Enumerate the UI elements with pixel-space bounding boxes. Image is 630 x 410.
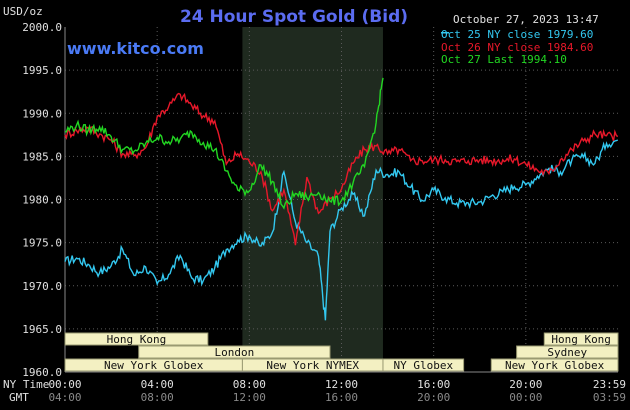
y-tick-label: 1980.0 xyxy=(22,194,62,207)
session-bar xyxy=(490,358,619,372)
x-label-gmt: GMT xyxy=(9,391,29,404)
x-tick-label-ny: 23:59 xyxy=(593,378,626,391)
x-tick-label-ny: 08:00 xyxy=(233,378,266,391)
x-tick-label-ny: 12:00 xyxy=(325,378,358,391)
x-tick-label-ny: 00:00 xyxy=(48,378,81,391)
x-tick-label-ny: 20:00 xyxy=(509,378,542,391)
y-tick-label: 1970.0 xyxy=(22,280,62,293)
session-label: NY Globex xyxy=(393,359,453,372)
series-line-1 xyxy=(64,139,619,321)
legend-entry-oct27: Oct 27 Last 1994.10 xyxy=(441,53,567,66)
y-axis-ticks: 2000.0 1995.0 1990.0 1985.0 1980.0 1975.0 1970… xyxy=(22,21,62,379)
y-tick-label: 1995.0 xyxy=(22,64,62,77)
legend-swatch-oct25 xyxy=(441,32,449,34)
session-label: New York NYMEX xyxy=(266,359,359,372)
legend: Oct 25 NY close 1979.60 Oct 26 NY close … xyxy=(441,28,593,66)
x-tick-label-gmt: 12:00 xyxy=(233,391,266,404)
timestamp: October 27, 2023 13:47 xyxy=(453,13,599,26)
y-tick-label: 1965.0 xyxy=(22,323,62,336)
session-bar xyxy=(64,332,209,346)
legend-entry-oct25: Oct 25 NY close 1979.60 xyxy=(441,28,593,41)
x-tick-label-gmt: 08:00 xyxy=(141,391,174,404)
y-tick-label: 1975.0 xyxy=(22,237,62,250)
session-bar xyxy=(382,358,465,372)
x-tick-label-gmt: 00:00 xyxy=(509,391,542,404)
session-label: Sydney xyxy=(547,346,587,359)
y-tick-label: 2000.0 xyxy=(22,21,62,34)
session-label: Hong Kong xyxy=(107,333,167,346)
session-bar xyxy=(516,345,619,359)
session-label: New York Globex xyxy=(505,359,605,372)
y-tick-label: 1990.0 xyxy=(22,107,62,120)
x-tick-label-gmt: 16:00 xyxy=(325,391,358,404)
x-axis-ticks: 00:0004:0004:0008:0008:0012:0012:0016:00… xyxy=(48,378,626,404)
y-tick-label: 1960.0 xyxy=(22,366,62,379)
x-tick-label-gmt: 03:59 xyxy=(593,391,626,404)
unit-label: USD/oz xyxy=(3,5,43,18)
y-tick-label: 1985.0 xyxy=(22,150,62,163)
series-lines xyxy=(64,77,619,321)
session-label: New York Globex xyxy=(104,359,204,372)
session-label: Hong Kong xyxy=(551,333,611,346)
x-tick-label-ny: 04:00 xyxy=(141,378,174,391)
brand-watermark: www.kitco.com xyxy=(67,39,204,58)
session-bar xyxy=(543,332,619,346)
x-tick-label-gmt: 20:00 xyxy=(417,391,450,404)
x-tick-label-gmt: 04:00 xyxy=(48,391,81,404)
chart-title: 24 Hour Spot Gold (Bid) xyxy=(180,7,408,27)
series-line-3 xyxy=(64,77,384,210)
x-label-ny-time: NY Time xyxy=(3,378,49,391)
session-label: London xyxy=(214,346,254,359)
x-tick-label-ny: 16:00 xyxy=(417,378,450,391)
session-bar xyxy=(138,345,331,359)
legend-entry-oct26: Oct 26 NY close 1984.60 xyxy=(441,41,593,54)
series-line-2 xyxy=(64,92,619,246)
